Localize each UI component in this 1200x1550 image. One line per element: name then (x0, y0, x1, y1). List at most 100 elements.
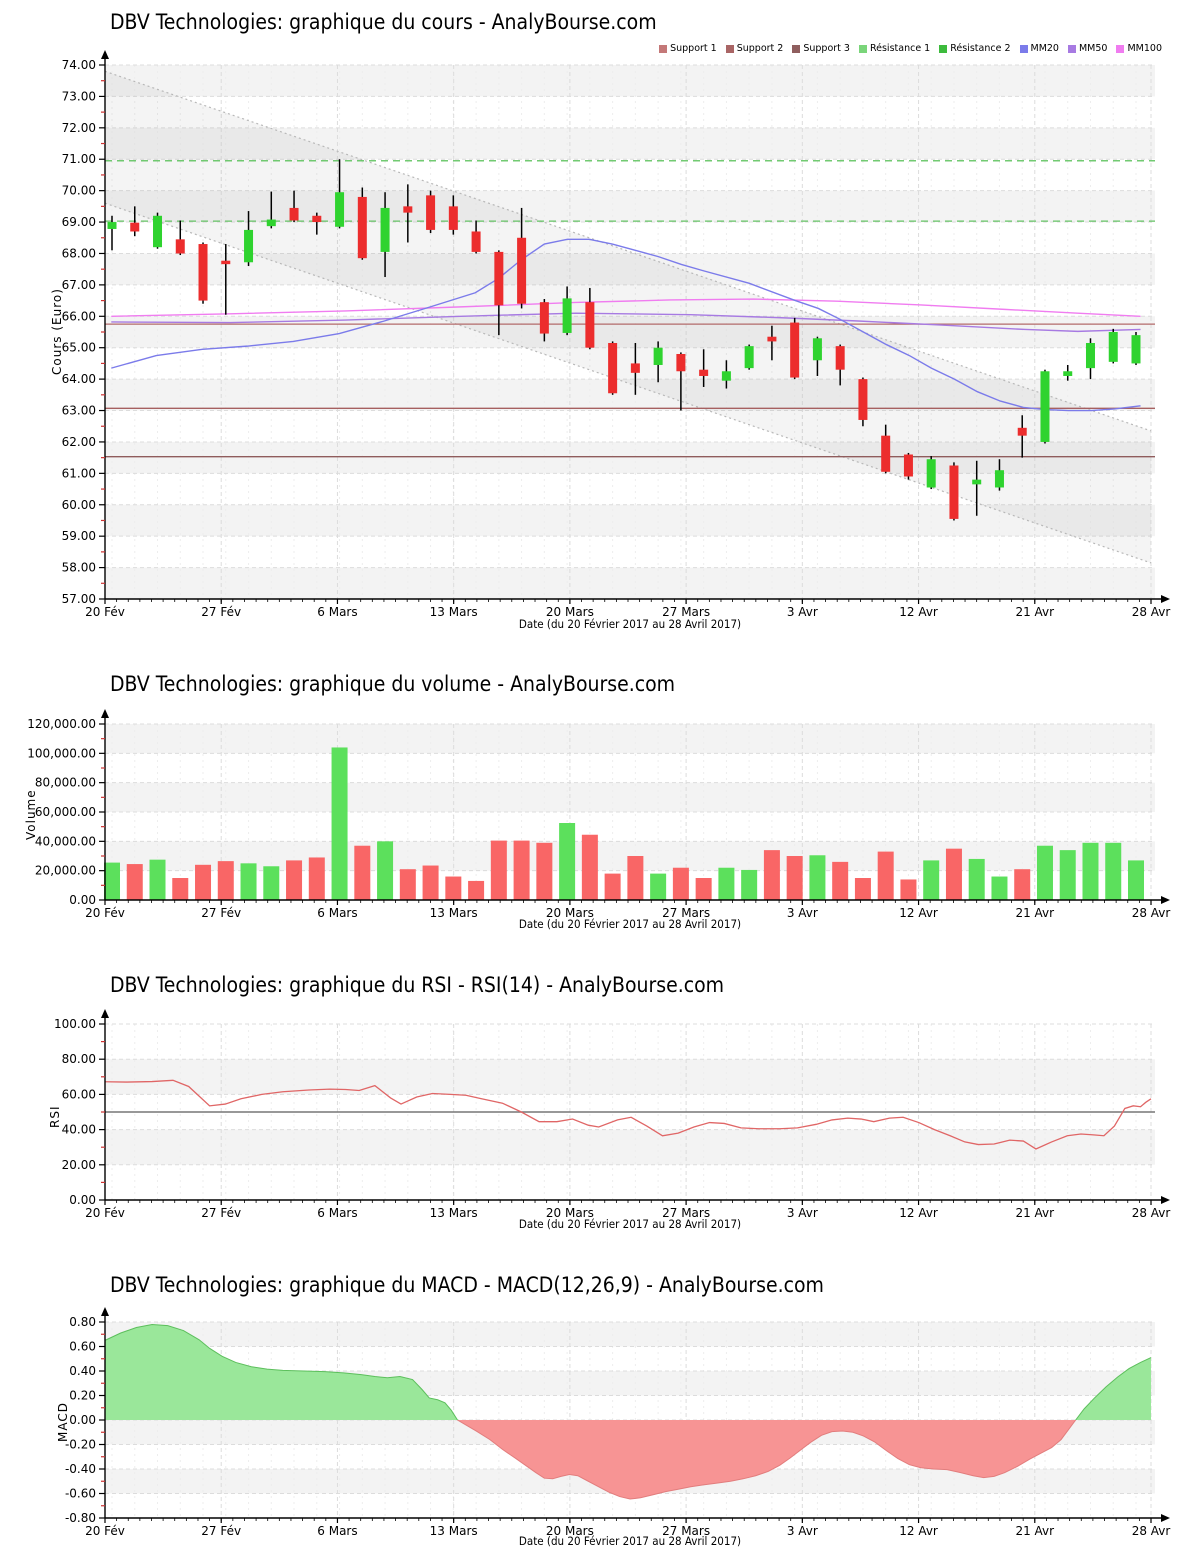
y-tick-label: 0.80 (69, 1315, 96, 1329)
legend-swatch-icon (792, 44, 801, 53)
y-tick-label: 0.20 (69, 1389, 96, 1403)
candle-body (881, 435, 891, 472)
volume-bar (786, 856, 803, 900)
x-tick-label: 12 Avr (899, 1524, 938, 1538)
x-tick-label: 6 Mars (317, 1524, 357, 1538)
trendline-upper (104, 70, 1152, 432)
macd-chart-title: DBV Technologies: graphique du MACD - MA… (110, 1273, 824, 1297)
candle-body (699, 369, 709, 376)
macd-line-positive (104, 1323, 1152, 1420)
y-axis-arrow-icon (101, 50, 109, 59)
candle-body (107, 222, 117, 229)
legend-swatch-icon (659, 44, 668, 53)
candle-body (471, 231, 481, 252)
x-tick-label: 21 Avr (1015, 1524, 1054, 1538)
volume-bar (763, 850, 780, 900)
x-tick-label: 3 Avr (787, 1206, 818, 1220)
volume-bar (581, 834, 598, 900)
volume-bar (1105, 842, 1122, 900)
candle-body (994, 470, 1004, 488)
volume-bar (923, 860, 940, 900)
candle-body (926, 459, 936, 488)
candle-body (357, 196, 367, 259)
candle-body (676, 353, 686, 372)
legend-swatch-icon (939, 44, 948, 53)
legend-item: Support 1 (659, 43, 717, 54)
background-band (105, 1059, 1155, 1095)
y-tick-label: 70.00 (62, 184, 96, 198)
x-axis-arrow-icon (1161, 896, 1170, 904)
y-axis-arrow-icon (101, 1009, 109, 1018)
background-band (105, 253, 1155, 285)
volume-bar (536, 842, 553, 900)
y-tick-label: 80,000.00 (35, 776, 96, 790)
x-tick-label: 27 Mars (662, 605, 710, 619)
legend-label: MM100 (1127, 43, 1162, 54)
volume-bar (718, 867, 735, 900)
y-tick-label: -0.40 (65, 1462, 96, 1476)
y-tick-label: 120,000.00 (27, 717, 96, 731)
volume-bar (195, 864, 212, 900)
candle-body (653, 347, 663, 365)
rsi-line (104, 1079, 1152, 1150)
x-tick-label: 20 Mars (546, 605, 594, 619)
candle-body (1017, 427, 1027, 436)
x-tick-label: 12 Avr (899, 1206, 938, 1220)
volume-bar (286, 860, 303, 900)
volume-bar (695, 878, 712, 900)
volume-bar (1059, 850, 1076, 900)
mm50-line (111, 312, 1141, 333)
y-axis-arrow-icon (101, 1307, 109, 1316)
macd-area-positive (105, 1324, 1151, 1420)
legend-swatch-icon (1019, 44, 1028, 53)
volume-bar (331, 747, 348, 900)
candle-body (244, 229, 254, 263)
candle-body (130, 222, 140, 232)
x-tick-label: 13 Mars (430, 605, 478, 619)
candle-body (289, 207, 299, 221)
y-tick-label: 67.00 (62, 278, 96, 292)
volume-chart-title: DBV Technologies: graphique du volume - … (110, 672, 676, 696)
candle-body (380, 207, 390, 252)
y-tick-label: 63.00 (62, 404, 96, 418)
rsi-x-axis-label: Date (du 20 Février 2017 au 28 Avril 201… (518, 1217, 742, 1231)
volume-bar (1014, 869, 1031, 900)
volume-bar (399, 869, 416, 900)
macd-area-negative (105, 1420, 1151, 1500)
y-tick-label: 100,000.00 (27, 746, 96, 760)
volume-bar (104, 862, 120, 900)
candle-body (198, 244, 208, 301)
y-tick-label: 100.00 (54, 1017, 96, 1031)
background-band (105, 441, 1155, 474)
x-tick-label: 27 Fév (201, 1524, 241, 1538)
x-tick-label: 6 Mars (317, 906, 357, 920)
candle-body (517, 237, 527, 304)
volume-bar (126, 864, 143, 900)
candle-body (539, 302, 549, 334)
x-tick-label: 20 Fév (85, 605, 125, 619)
legend-item: Résistance 1 (858, 43, 930, 54)
background-band (105, 724, 1155, 754)
x-tick-label: 6 Mars (317, 1206, 357, 1220)
volume-bar (991, 876, 1008, 900)
y-tick-label: 64.00 (62, 372, 96, 386)
price-x-axis-label: Date (du 20 Février 2017 au 28 Avril 201… (518, 617, 742, 631)
y-tick-label: 0.40 (69, 1364, 96, 1378)
candle-body (426, 195, 436, 230)
x-tick-label: 28 Avr (1132, 906, 1171, 920)
y-tick-label: 62.00 (62, 435, 96, 449)
x-tick-label: 27 Fév (201, 605, 241, 619)
volume-bar (240, 863, 257, 900)
volume-bar (604, 873, 621, 900)
y-tick-label: 71.00 (62, 152, 96, 166)
x-tick-label: 20 Fév (85, 1206, 125, 1220)
volume-bar (809, 855, 826, 900)
background-band (105, 127, 1155, 160)
volume-bar (377, 841, 394, 900)
volume-bar (559, 823, 576, 900)
x-tick-label: 27 Mars (662, 1206, 710, 1220)
x-tick-label: 13 Mars (430, 1206, 478, 1220)
volume-chart: 120,000.00 100,000.00 80,000.00 60,000.00 40… (27, 709, 1170, 920)
